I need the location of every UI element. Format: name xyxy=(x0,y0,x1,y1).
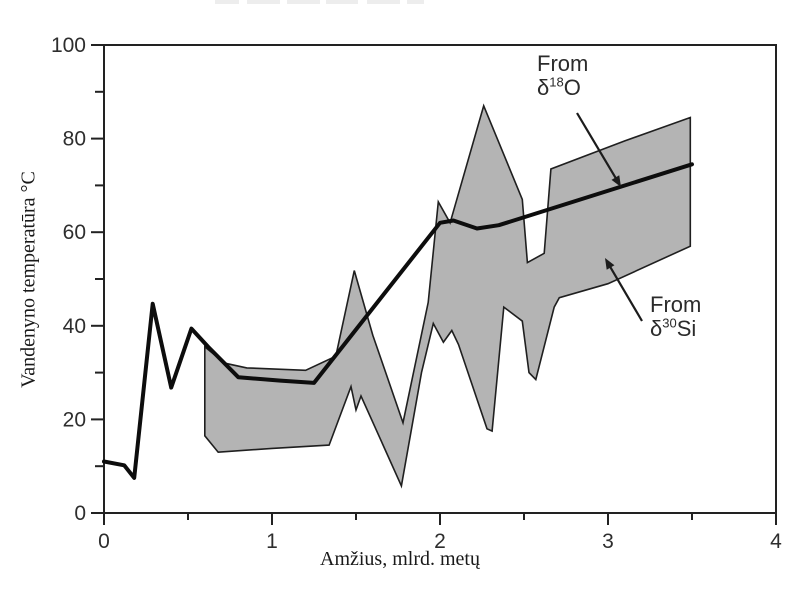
from-d18o-label: From δ18O xyxy=(537,52,588,100)
cropped-title-remnant-segment xyxy=(247,0,280,4)
from-d30si-label: From δ30Si xyxy=(650,293,701,341)
cropped-title-remnant-segment xyxy=(326,0,358,4)
cropped-title-remnant-segment xyxy=(287,0,320,4)
y-tick-label: 60 xyxy=(63,221,86,244)
x-tick-label: 3 xyxy=(602,530,614,553)
y-tick-label: 0 xyxy=(74,502,86,525)
x-axis-title: Amžius, mlrd. metų xyxy=(320,548,480,570)
cropped-title-remnant-segment xyxy=(407,0,424,4)
annotation-text: δ xyxy=(650,316,663,341)
from-d18o-arrow-head xyxy=(611,175,621,187)
cropped-title-remnant-segment xyxy=(215,0,239,4)
x-tick-label: 0 xyxy=(98,530,110,553)
cropped-title-remnant-segment xyxy=(367,0,400,4)
x-tick-label: 1 xyxy=(266,530,278,553)
from-d30si-arrow-head xyxy=(605,258,615,270)
y-tick-label: 40 xyxy=(63,315,86,338)
x-tick-label: 4 xyxy=(770,530,782,553)
annotation-text: δ xyxy=(537,75,550,100)
x-tick-label: 2 xyxy=(434,530,446,553)
y-tick-label: 100 xyxy=(51,34,86,57)
from-d18o-arrow-shaft xyxy=(576,112,618,181)
d30si-uncertainty-band xyxy=(204,103,692,489)
annotation-text: 18 xyxy=(549,74,564,90)
y-tick-label: 20 xyxy=(63,408,86,431)
y-tick-label: 80 xyxy=(63,128,86,151)
annotation-text: From xyxy=(650,292,702,317)
annotation-text: O xyxy=(563,75,581,100)
annotation-text: 30 xyxy=(662,315,677,331)
d18o-temperature-line xyxy=(102,162,694,480)
from-d30si-arrow-shaft xyxy=(608,264,643,322)
annotation-text: From xyxy=(537,51,589,76)
annotation-text: Si xyxy=(676,316,697,341)
y-axis-title: Vandenyno temperatūra °C xyxy=(17,171,40,388)
